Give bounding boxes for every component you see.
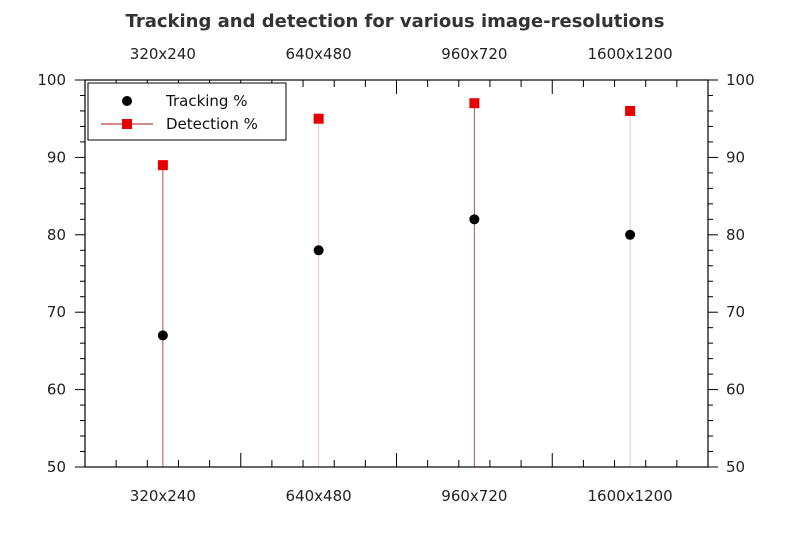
x-tick-label-top: 320x240: [130, 45, 196, 63]
x-tick-label-top: 1600x1200: [588, 45, 673, 63]
tracking-point: [625, 229, 636, 240]
tracking-point: [469, 214, 480, 225]
y-tick-label-right: 100: [726, 71, 755, 89]
chart-title: Tracking and detection for various image…: [126, 11, 665, 32]
tracking-point: [157, 330, 168, 341]
y-tick-label: 50: [47, 458, 66, 476]
x-axis-bottom-labels: 320x240 640x480 960x720 1600x1200: [130, 487, 673, 505]
legend-detection-marker: [122, 119, 132, 129]
y-tick-label: 100: [37, 71, 66, 89]
y-tick-label-right: 50: [726, 458, 745, 476]
x-axis-top-labels: 320x240 640x480 960x720 1600x1200: [130, 45, 673, 63]
x-tick-label: 640x480: [286, 487, 352, 505]
y-tick-label-right: 70: [726, 303, 745, 321]
x-tick-label: 1600x1200: [588, 487, 673, 505]
y-tick-label-right: 80: [726, 226, 745, 244]
legend-tracking-marker: [122, 96, 132, 106]
detection-point: [625, 105, 636, 116]
tracking-point: [313, 245, 324, 256]
legend-tracking-label: Tracking %: [165, 92, 247, 110]
y-tick-label: 60: [47, 381, 66, 399]
x-tick-label-top: 640x480: [286, 45, 352, 63]
legend-detection-label: Detection %: [166, 115, 258, 133]
y-tick-label: 90: [47, 148, 66, 166]
y-tick-label-right: 60: [726, 381, 745, 399]
y-axis-left-labels: 50 60 70 80 90 100: [37, 71, 66, 476]
data-markers: [157, 98, 636, 341]
y-tick-label: 80: [47, 226, 66, 244]
legend-box: [87, 82, 287, 141]
detection-point: [313, 113, 324, 124]
stems: [162, 103, 631, 467]
y-axis-right-labels: 50 60 70 80 90 100: [726, 71, 755, 476]
x-tick-label: 960x720: [441, 487, 507, 505]
y-tick-label: 70: [47, 303, 66, 321]
x-tick-label: 320x240: [130, 487, 196, 505]
detection-point: [469, 98, 480, 109]
detection-point: [157, 160, 168, 171]
y-tick-label-right: 90: [726, 148, 745, 166]
legend: Tracking % Detection %: [87, 82, 287, 141]
x-tick-label-top: 960x720: [441, 45, 507, 63]
